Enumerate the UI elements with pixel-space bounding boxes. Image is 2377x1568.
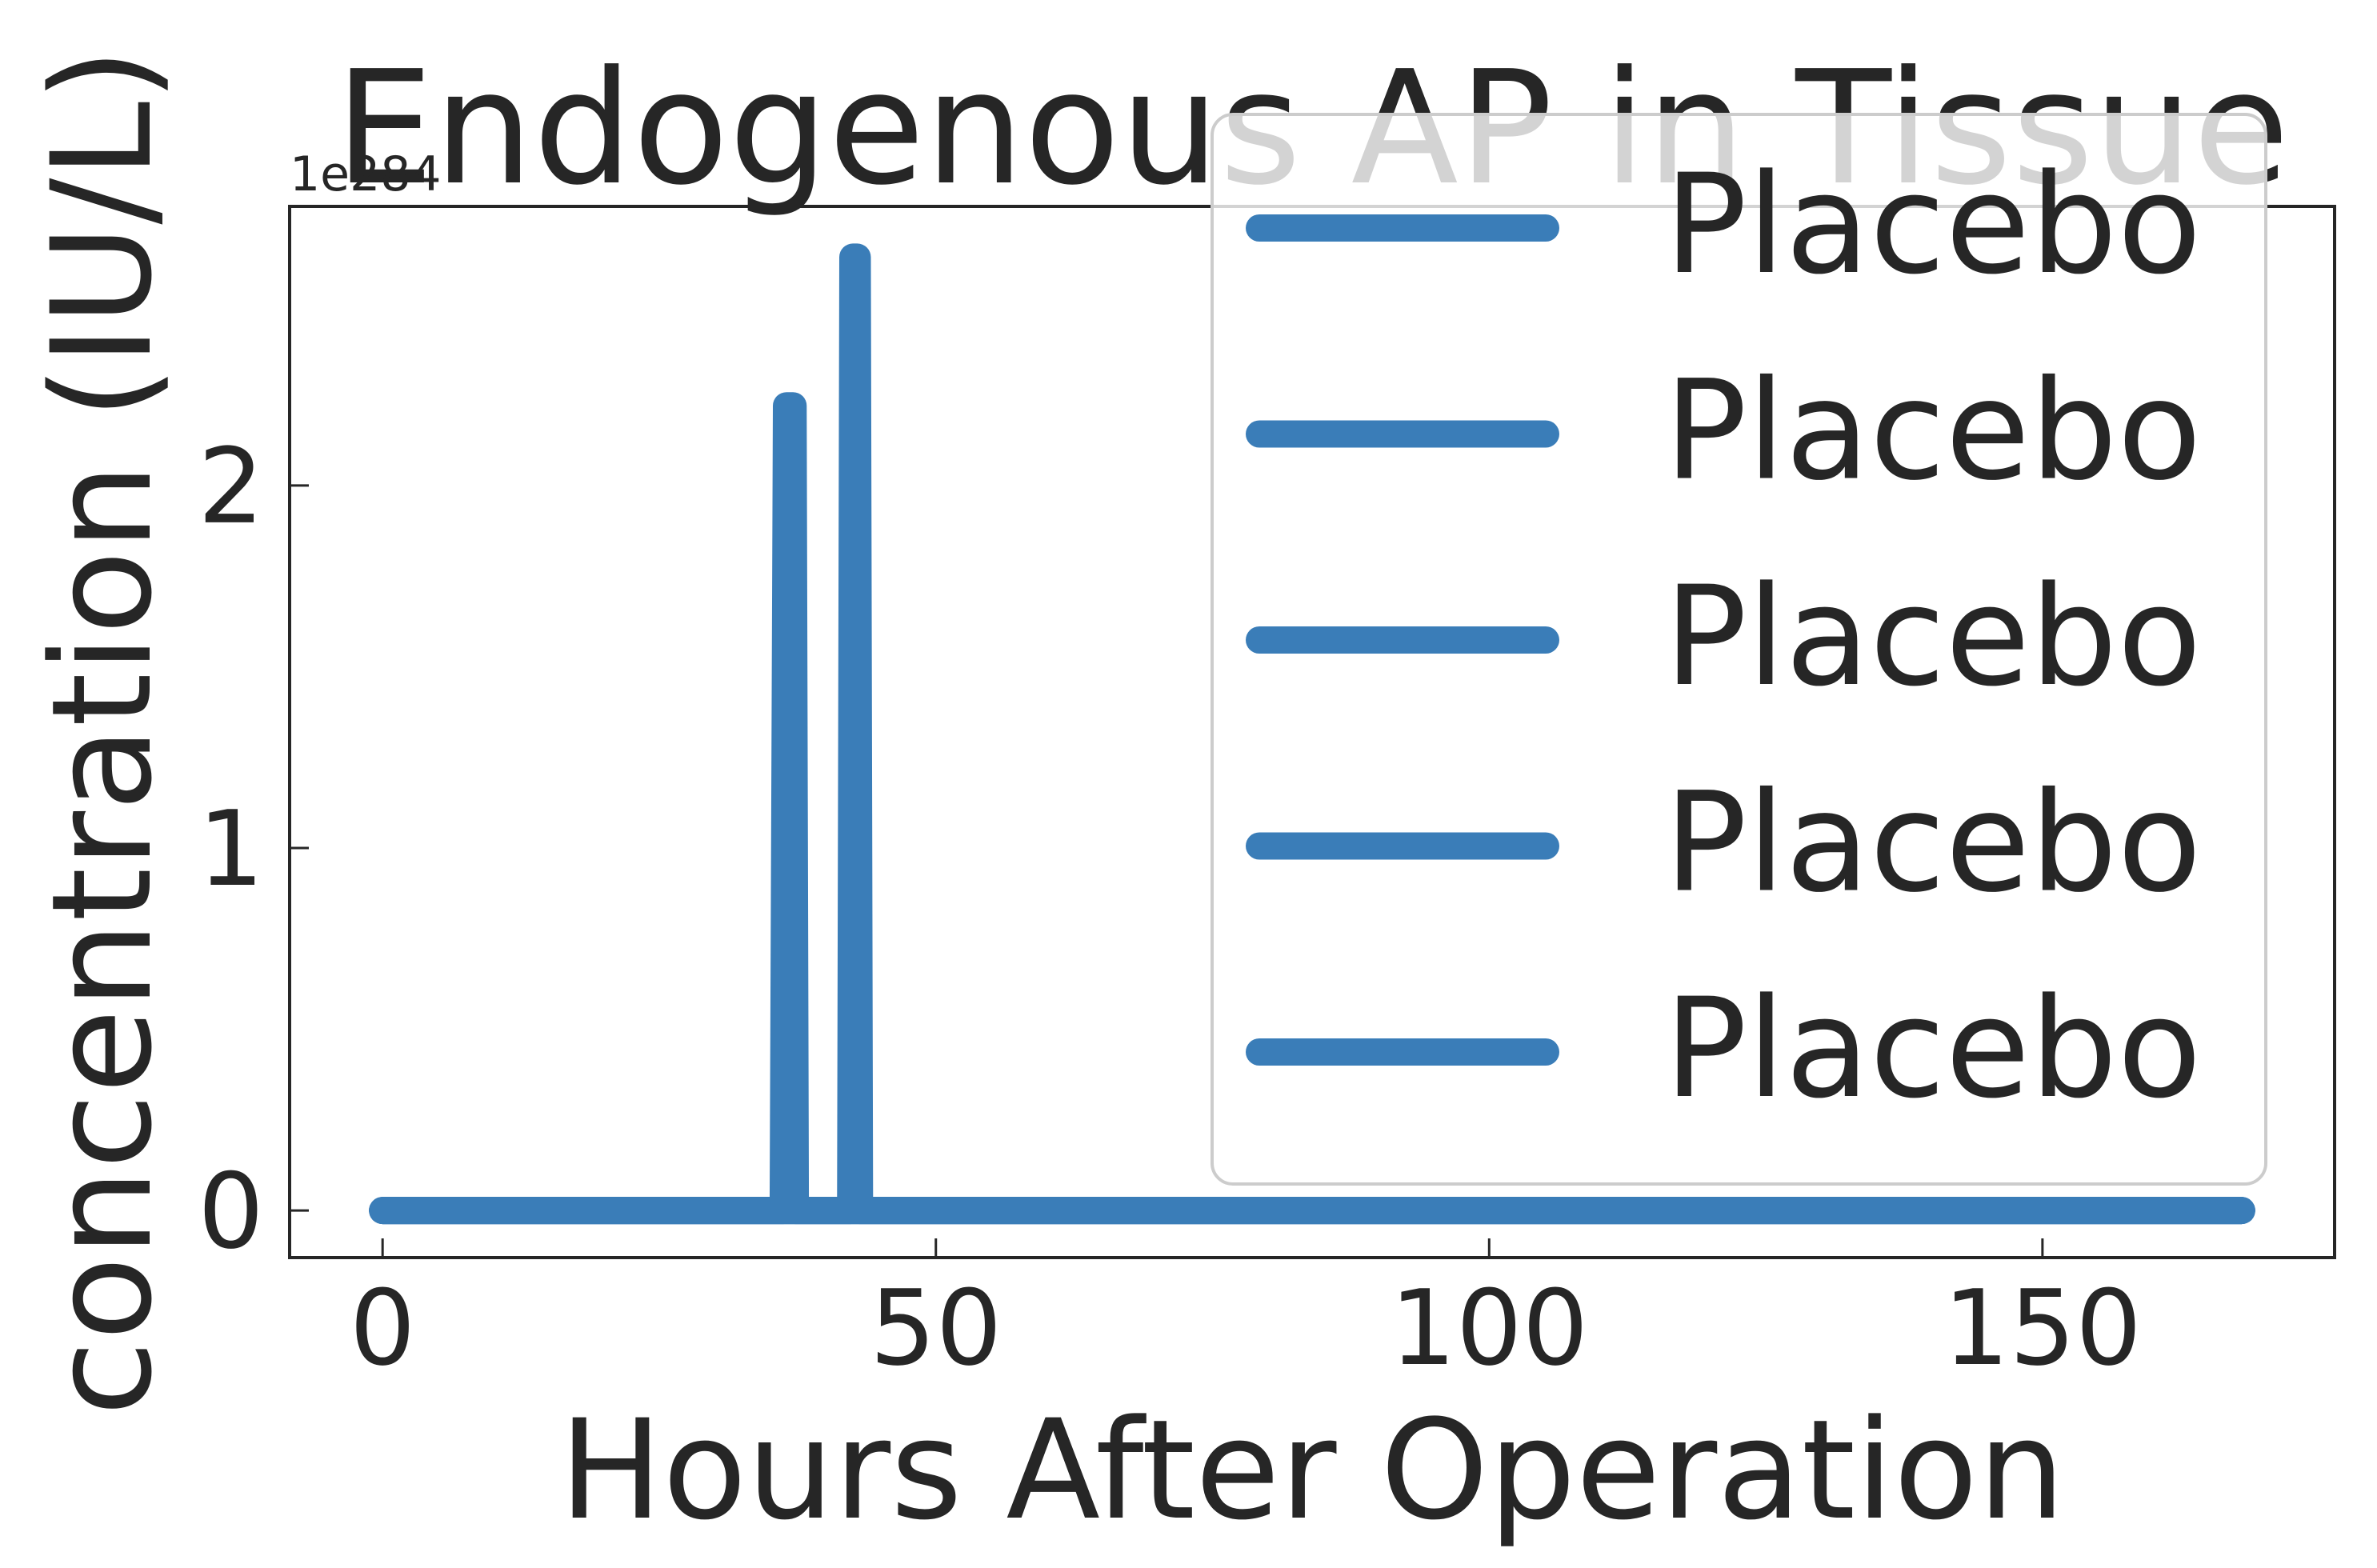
x-tick-label-100: 100 [1390,1267,1588,1389]
legend-label-4: Placebo [1664,762,2202,923]
legend-label-5: Placebo [1664,968,2202,1129]
legend-label-3: Placebo [1664,556,2202,717]
y-tick-label-2: 2 [198,426,264,547]
y-tick-label-0: 0 [198,1150,264,1272]
legend-label-2: Placebo [1664,350,2202,511]
ticks-layer: 0 50 100 150 0 1 2 [198,426,2142,1389]
legend-label-1: Placebo [1664,144,2202,305]
series-line-1 [369,243,2255,1225]
legend-box [1211,113,2267,1186]
legend: Placebo Placebo Placebo Placebo Placebo [1211,113,2267,1186]
x-tick-label-50: 50 [870,1267,1002,1389]
legend-entries: Placebo Placebo Placebo Placebo Placebo [1246,144,2202,1129]
y-axis-label: concentration (IU/L) [22,48,182,1417]
x-tick-label-150: 150 [1943,1267,2142,1389]
x-axis-label: Hours After Operation [559,1390,2065,1550]
y-scale-label: 1e284 [290,146,442,202]
y-tick-label-1: 1 [198,788,264,910]
series-layer [369,243,2255,1225]
x-tick-label-0: 0 [350,1267,416,1389]
